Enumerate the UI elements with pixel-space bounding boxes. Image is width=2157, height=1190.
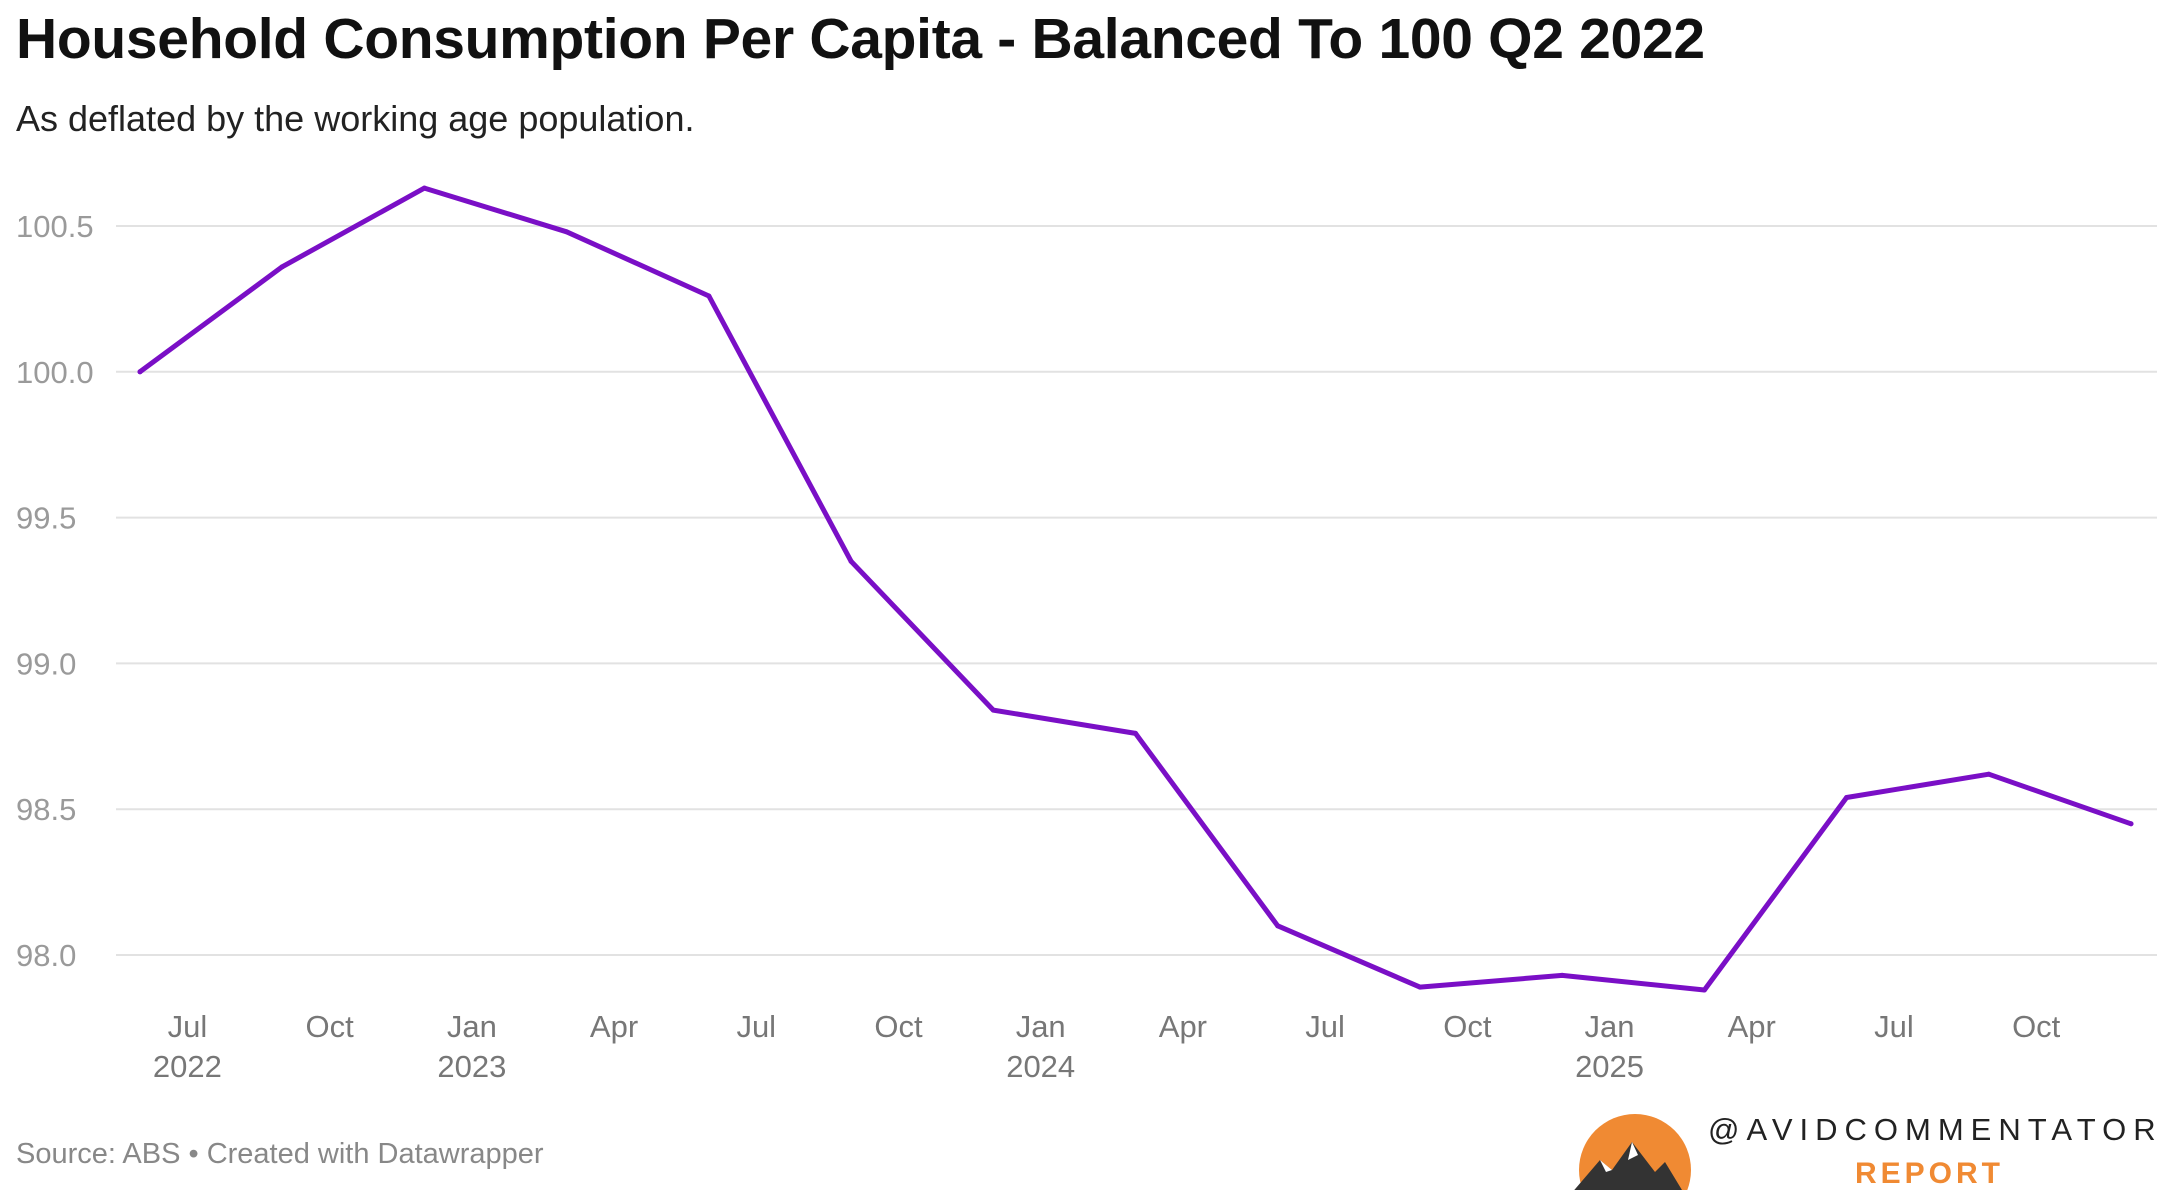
y-tick-label: 99.0	[16, 646, 76, 681]
data-point	[421, 185, 427, 191]
source-note: Source: ABS • Created with Datawrapper	[16, 1138, 544, 1170]
line-chart: 100.5 100.0 99.5 99.0 98.5 98.0 Jul 2022 Oct Jan 2…	[16, 185, 2157, 1084]
data-point	[1133, 730, 1138, 736]
data-point	[1986, 771, 1992, 777]
x-tick-label: Oct	[874, 1009, 923, 1044]
data-point	[1559, 972, 1565, 978]
chart-title: Household Consumption Per Capita - Balan…	[16, 7, 1705, 71]
mountain-icon	[1574, 1142, 1682, 1190]
x-tick-label: Oct	[2012, 1009, 2061, 1044]
x-tick-label: Jul	[1305, 1009, 1345, 1044]
y-tick-label: 100.0	[16, 355, 94, 390]
y-tick-label: 99.5	[16, 501, 76, 536]
x-tick-label: Jan	[1585, 1009, 1635, 1044]
x-tick-year: 2025	[1575, 1049, 1644, 1084]
data-point	[279, 264, 285, 270]
data-point	[564, 229, 570, 235]
x-tick-year: 2024	[1006, 1049, 1075, 1084]
logo-word: REPORT	[1855, 1157, 2004, 1190]
data-point	[1701, 987, 1707, 993]
x-tick-label: Jan	[1016, 1009, 1066, 1044]
data-point	[706, 293, 712, 299]
chart-subtitle: As deflated by the working age populatio…	[16, 98, 695, 139]
x-tick-label: Apr	[1159, 1009, 1207, 1044]
avidcommentator-logo: @AVIDCOMMENTATOR REPORT	[1574, 1112, 2157, 1190]
x-tick-label: Jul	[168, 1009, 208, 1044]
data-point	[2128, 821, 2134, 827]
x-tick-label: Oct	[306, 1009, 355, 1044]
x-tick-label: Apr	[590, 1009, 638, 1044]
data-point	[1417, 984, 1423, 990]
series-line	[137, 185, 2134, 993]
y-tick-label: 98.0	[16, 938, 76, 973]
x-tick-label: Jul	[1874, 1009, 1914, 1044]
data-point	[848, 558, 854, 564]
x-tick-year: 2022	[153, 1049, 222, 1084]
data-point	[1844, 795, 1850, 801]
data-point	[137, 369, 143, 375]
logo-handle: @AVIDCOMMENTATOR	[1708, 1112, 2157, 1147]
x-tick-label: Jan	[447, 1009, 497, 1044]
x-tick-year: 2023	[437, 1049, 506, 1084]
data-point	[990, 707, 996, 713]
x-tick-label: Jul	[736, 1009, 776, 1044]
y-tick-label: 98.5	[16, 792, 76, 827]
x-tick-label: Oct	[1443, 1009, 1492, 1044]
y-tick-label: 100.5	[16, 209, 94, 244]
x-tick-label: Apr	[1728, 1009, 1776, 1044]
data-point	[1275, 923, 1281, 929]
